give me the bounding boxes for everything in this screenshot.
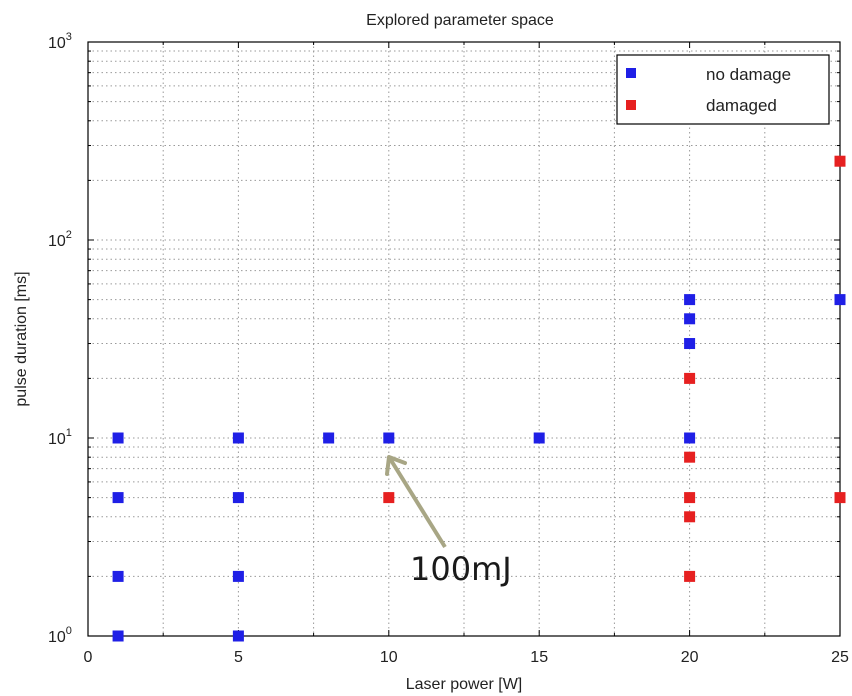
- legend-marker-damaged: [626, 100, 636, 110]
- data-point: [834, 492, 846, 504]
- y-tick-labels: 100 101 102 103: [48, 31, 72, 646]
- data-point: [112, 432, 124, 444]
- x-tick-label: 20: [681, 649, 699, 666]
- x-tick-label: 0: [84, 649, 93, 666]
- legend-label-damaged: damaged: [706, 96, 777, 115]
- y-axis-label: pulse duration [ms]: [13, 271, 30, 406]
- data-point: [684, 372, 696, 384]
- x-tick-label: 25: [831, 649, 849, 666]
- annotation: 100mJ: [385, 455, 512, 588]
- data-point: [383, 432, 395, 444]
- x-axis-label: Laser power [W]: [406, 676, 522, 693]
- legend-box: [616, 54, 830, 125]
- x-tick-labels: 0 5 10 15 20 25: [84, 649, 849, 666]
- data-point: [232, 630, 244, 642]
- annotation-label: 100mJ: [410, 550, 512, 588]
- y-tick-label: 100: [48, 625, 72, 646]
- series-no-damage: [112, 294, 846, 642]
- y-tick-label: 102: [48, 229, 72, 250]
- data-point: [112, 630, 124, 642]
- series-damaged: [383, 155, 846, 582]
- data-point: [684, 451, 696, 463]
- data-point: [232, 570, 244, 582]
- chart-title: Explored parameter space: [366, 12, 554, 29]
- data-point: [383, 492, 395, 504]
- legend-marker-no-damage: [626, 68, 636, 78]
- data-point: [533, 432, 545, 444]
- data-point: [112, 492, 124, 504]
- data-point: [834, 155, 846, 167]
- annotation-arrow: [387, 455, 447, 549]
- data-points: [112, 155, 846, 642]
- y-tick-label: 101: [48, 427, 72, 448]
- legend-label-no-damage: no damage: [706, 65, 791, 84]
- data-point: [684, 294, 696, 306]
- annotation-arrowhead: [385, 455, 407, 476]
- grid-lines: [88, 42, 840, 636]
- data-point: [684, 511, 696, 523]
- data-point: [323, 432, 335, 444]
- data-point: [112, 570, 124, 582]
- x-tick-label: 15: [530, 649, 548, 666]
- data-point: [232, 492, 244, 504]
- y-tick-label: 103: [48, 31, 72, 52]
- data-point: [684, 570, 696, 582]
- legend: no damage damaged: [616, 54, 830, 125]
- axis-ticks: [87, 42, 841, 637]
- data-point: [684, 432, 696, 444]
- x-tick-label: 10: [380, 649, 398, 666]
- data-point: [684, 313, 696, 325]
- data-point: [684, 338, 696, 350]
- data-point: [834, 294, 846, 306]
- data-point: [684, 492, 696, 504]
- data-point: [232, 432, 244, 444]
- x-tick-label: 5: [234, 649, 243, 666]
